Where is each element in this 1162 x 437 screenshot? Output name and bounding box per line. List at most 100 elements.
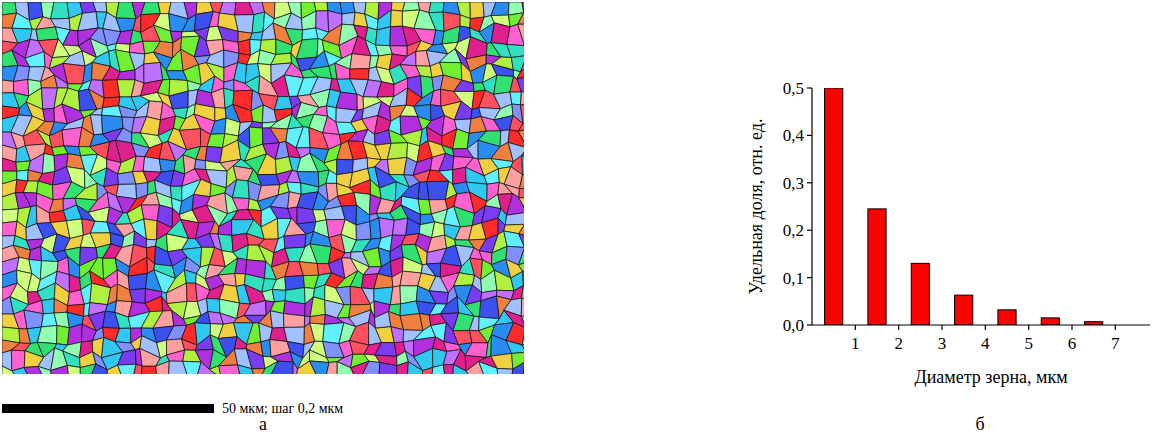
grain bbox=[314, 2, 328, 11]
y-tick bbox=[807, 87, 812, 88]
chart: 0,00,10,20,30,40,51234567Диаметр зерна, … bbox=[746, 79, 1150, 387]
grain bbox=[12, 13, 32, 29]
map-ground bbox=[2, 2, 524, 374]
grain bbox=[90, 364, 107, 374]
x-tick-label: 3 bbox=[938, 334, 947, 353]
grain bbox=[63, 30, 79, 46]
grain bbox=[42, 299, 55, 314]
y-axis-title: Удельная доля, отн. ед. bbox=[746, 119, 766, 295]
grain bbox=[141, 2, 160, 15]
grain bbox=[219, 365, 240, 374]
y-tick bbox=[807, 182, 812, 183]
grain bbox=[362, 288, 374, 304]
grain bbox=[522, 322, 524, 345]
grain bbox=[470, 2, 484, 19]
grain bbox=[309, 66, 331, 79]
grain bbox=[68, 324, 83, 345]
grain bbox=[141, 205, 159, 221]
grain bbox=[211, 118, 226, 134]
grain bbox=[118, 364, 137, 374]
grain bbox=[519, 198, 524, 213]
grain bbox=[429, 12, 444, 31]
grain bbox=[518, 248, 524, 266]
grain bbox=[407, 362, 422, 374]
grain bbox=[141, 366, 158, 374]
grain bbox=[129, 41, 145, 54]
grain bbox=[238, 365, 254, 374]
grain bbox=[310, 314, 325, 324]
grain bbox=[49, 130, 64, 148]
grain bbox=[209, 247, 225, 266]
grain bbox=[512, 362, 524, 374]
grain bbox=[296, 39, 318, 60]
y-tick bbox=[807, 230, 812, 231]
grain bbox=[182, 14, 196, 32]
grain bbox=[210, 222, 219, 235]
x-tick-label: 2 bbox=[894, 334, 903, 353]
grain bbox=[390, 88, 408, 107]
grain bbox=[17, 170, 28, 181]
grain bbox=[522, 342, 524, 353]
x-axis bbox=[812, 324, 1150, 325]
grain bbox=[391, 327, 404, 343]
grain bbox=[460, 15, 470, 28]
grain bbox=[400, 52, 416, 66]
grain bbox=[225, 118, 241, 136]
x-tick bbox=[1028, 325, 1029, 330]
grain bbox=[140, 117, 160, 136]
grain bbox=[244, 301, 266, 316]
grain bbox=[378, 363, 397, 375]
grain bbox=[310, 244, 332, 264]
grain bbox=[491, 2, 509, 16]
grain bbox=[156, 361, 170, 374]
y-axis bbox=[811, 88, 812, 325]
grain bbox=[491, 353, 513, 369]
grain bbox=[443, 365, 453, 375]
grain bbox=[376, 27, 391, 46]
grain bbox=[296, 127, 310, 148]
grain bbox=[442, 26, 460, 44]
grain bbox=[195, 159, 206, 169]
grain bbox=[2, 221, 17, 236]
grain bbox=[235, 15, 254, 34]
grain bbox=[133, 15, 141, 33]
grain bbox=[232, 180, 249, 199]
grain bbox=[510, 92, 521, 105]
grain bbox=[521, 298, 524, 318]
grain bbox=[465, 343, 488, 358]
grain bbox=[270, 128, 288, 143]
grain bbox=[392, 218, 408, 235]
grain bbox=[505, 212, 524, 225]
grain bbox=[350, 69, 369, 80]
grain bbox=[274, 97, 292, 111]
x-tick-label: 5 bbox=[1024, 334, 1033, 353]
grain bbox=[431, 365, 444, 374]
grain bbox=[400, 314, 423, 331]
panel-letter: а bbox=[259, 414, 267, 434]
grain bbox=[207, 134, 225, 148]
grain bbox=[454, 80, 474, 91]
grain bbox=[117, 70, 135, 80]
grain bbox=[63, 351, 81, 367]
grain bbox=[284, 314, 305, 328]
grain bbox=[51, 2, 70, 19]
grain bbox=[272, 290, 286, 302]
grain bbox=[133, 364, 143, 374]
grain bbox=[246, 349, 265, 369]
grain bbox=[387, 143, 407, 160]
x-tick-label: 6 bbox=[1068, 334, 1077, 353]
grain bbox=[390, 286, 400, 305]
grain bbox=[467, 140, 478, 159]
panel-letter: б bbox=[975, 414, 984, 434]
grain bbox=[350, 54, 371, 69]
grain bbox=[167, 350, 185, 361]
grain bbox=[357, 94, 364, 110]
grain bbox=[430, 89, 441, 106]
grain bbox=[453, 167, 467, 184]
grain bbox=[43, 108, 55, 122]
grain bbox=[184, 270, 196, 283]
grain bbox=[23, 181, 38, 193]
grain bbox=[172, 311, 187, 326]
grain bbox=[507, 194, 524, 216]
grain bbox=[29, 246, 42, 260]
